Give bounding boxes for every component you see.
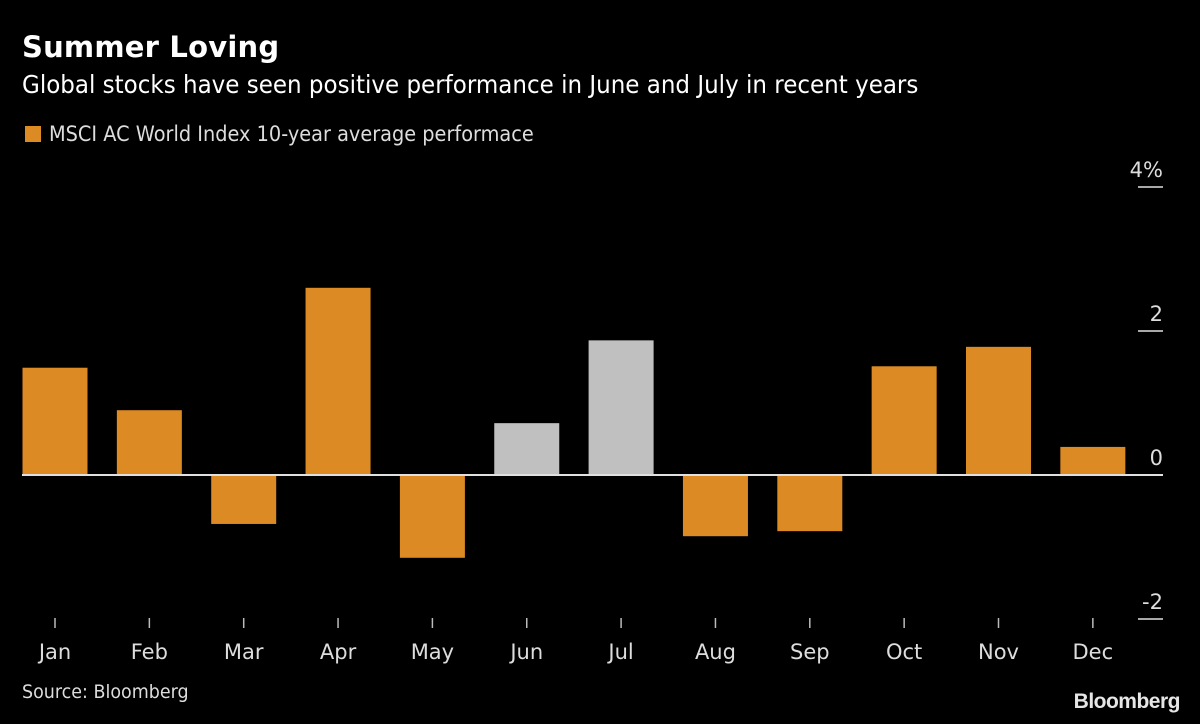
bar-apr (305, 287, 371, 475)
legend-swatch (25, 126, 41, 142)
legend-label: MSCI AC World Index 10-year average perf… (49, 122, 534, 146)
x-tick-label: Sep (790, 640, 830, 664)
source-note: Source: Bloomberg (22, 681, 189, 703)
bar-feb (116, 410, 182, 475)
y-tick-label: -2 (1142, 590, 1163, 614)
bar-sep (777, 475, 843, 532)
bar-nov (966, 346, 1031, 475)
bar-dec (1060, 446, 1126, 475)
bar-mar (211, 475, 277, 524)
x-tick-label: Oct (886, 640, 922, 664)
x-tick-label: Jan (37, 640, 71, 664)
chart-title: Summer Loving (22, 30, 280, 64)
bar-may (399, 475, 465, 558)
x-tick-label: Jun (508, 640, 543, 664)
x-tick-label: Feb (131, 640, 168, 664)
x-tick-label: Aug (695, 640, 736, 664)
y-tick-label: 4% (1130, 158, 1163, 182)
x-tick-label: May (411, 640, 454, 664)
legend: MSCI AC World Index 10-year average perf… (25, 122, 576, 146)
y-tick-label: 2 (1150, 302, 1163, 326)
bar-jan (22, 367, 88, 475)
bloomberg-logo: Bloomberg (1073, 690, 1181, 713)
x-tick-label: Jul (606, 640, 633, 664)
bar-aug (682, 475, 748, 537)
x-tick-label: Nov (978, 640, 1019, 664)
x-tick-label: Mar (224, 640, 264, 664)
chart-subtitle: Global stocks have seen positive perform… (22, 70, 919, 99)
bar-oct (871, 366, 937, 475)
x-tick-label: Apr (320, 640, 357, 664)
bar-jun (494, 423, 560, 475)
x-tick-label: Dec (1073, 640, 1114, 664)
bar-jul (588, 340, 654, 475)
y-tick-label: 0 (1150, 446, 1163, 470)
